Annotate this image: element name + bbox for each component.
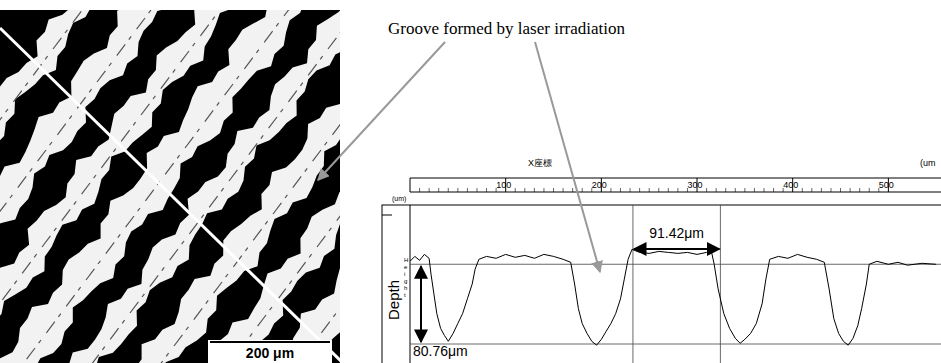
x-minor-tick: [457, 188, 458, 192]
x-minor-tick: [716, 188, 717, 192]
x-minor-tick: [668, 188, 669, 192]
x-minor-tick: [725, 188, 726, 192]
x-minor-tick: [649, 188, 650, 192]
stripe: [214, 90, 340, 363]
x-minor-tick: [859, 188, 860, 192]
depth-label: 80.76μm: [413, 343, 468, 359]
x-minor-tick: [658, 188, 659, 192]
x-minor-tick: [850, 188, 851, 192]
stripe: [90, 10, 340, 363]
x-minor-tick: [706, 188, 707, 192]
scale-bar: [210, 341, 330, 343]
x-minor-tick: [419, 188, 420, 192]
width-arrow: [634, 248, 719, 250]
x-tick-label: 300: [688, 180, 703, 190]
x-minor-tick: [840, 188, 841, 192]
profile-line: [410, 249, 936, 345]
y-axis-name-char: t: [404, 292, 406, 298]
plot-area: [410, 249, 936, 345]
stripe-streak: [231, 92, 340, 363]
x-minor-tick: [811, 188, 812, 192]
x-minor-tick: [438, 188, 439, 192]
depth-arrow: [420, 266, 422, 342]
figure: 200 μm X座標 (um 100 200 300 400 500 (um) HeightDep…: [0, 0, 941, 363]
x-minor-tick: [639, 188, 640, 192]
x-minor-tick: [744, 188, 745, 192]
y-label: Depth: [385, 280, 402, 320]
x-tick-label: 100: [496, 180, 511, 190]
v-ref-line: [632, 205, 633, 363]
x-minor-tick: [563, 188, 564, 192]
stripe-streak: [55, 10, 340, 363]
axis-left-cap: [410, 178, 411, 192]
x-minor-tick: [448, 188, 449, 192]
y-axis-name-char: g: [404, 278, 407, 284]
x-tick-label: 400: [783, 180, 798, 190]
x-minor-tick: [773, 188, 774, 192]
width-label: 91.42μm: [649, 225, 704, 241]
x-minor-tick: [572, 188, 573, 192]
x-minor-tick: [754, 188, 755, 192]
y-axis-line: [410, 205, 411, 363]
x-minor-tick: [524, 188, 525, 192]
x-minor-tick: [429, 188, 430, 192]
x-minor-tick: [630, 188, 631, 192]
x-label: X座標: [528, 158, 552, 168]
y-axis-name-char: h: [404, 285, 407, 291]
stripe-streak: [99, 10, 340, 363]
x-minor-tick: [476, 188, 477, 192]
scale-box: [208, 340, 332, 363]
pointer-micrograph: [318, 42, 445, 180]
stripe-streak: [187, 59, 340, 363]
annotation: Groove formed by laser irradiation: [388, 19, 625, 38]
x-minor-tick: [486, 188, 487, 192]
pointer-profile: [535, 42, 600, 272]
x-minor-tick: [610, 188, 611, 192]
x-tick-label: 500: [879, 180, 894, 190]
x-minor-tick: [582, 188, 583, 192]
x-tick-label: 200: [592, 180, 607, 190]
x-minor-tick: [821, 188, 822, 192]
x-minor-tick: [735, 188, 736, 192]
x-minor-tick: [869, 188, 870, 192]
y-axis-name: Height: [404, 257, 408, 298]
x-minor-tick: [802, 188, 803, 192]
x-minor-tick: [515, 188, 516, 192]
x-minor-tick: [764, 188, 765, 192]
y-axis-name-char: i: [404, 271, 405, 277]
x-minor-tick: [677, 188, 678, 192]
stripe: [174, 58, 340, 363]
axis-top-line: [410, 178, 941, 179]
stripe: [45, 10, 340, 363]
h-ref-line: [410, 264, 941, 265]
plot-frame: [382, 205, 941, 363]
x-unit-left: (um): [392, 195, 406, 203]
y-axis-name-char: H: [404, 257, 408, 263]
x-minor-tick: [534, 188, 535, 192]
axis-bottom-line: [410, 192, 941, 193]
y-axis-name-char: e: [404, 264, 408, 270]
x-unit: (um: [920, 158, 936, 168]
stripe: [126, 24, 340, 363]
scale-label: 200 μm: [246, 345, 294, 361]
micrograph: [0, 10, 340, 363]
x-minor-tick: [543, 188, 544, 192]
x-minor-tick: [620, 188, 621, 192]
x-minor-tick: [467, 188, 468, 192]
x-minor-tick: [553, 188, 554, 192]
x-minor-tick: [830, 188, 831, 192]
scan-line: [0, 28, 340, 363]
v-ref-line: [720, 205, 721, 363]
y-tick-stub: [382, 215, 392, 216]
h-ref-line: [410, 344, 941, 345]
